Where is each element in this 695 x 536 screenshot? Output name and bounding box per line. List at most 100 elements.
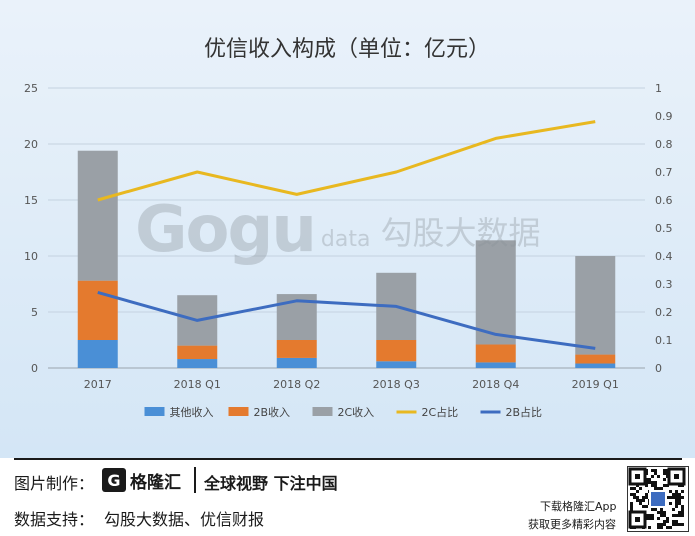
y2-tick-label: 0.9 xyxy=(655,110,673,123)
qr-module xyxy=(636,490,639,493)
y2-tick-label: 0.4 xyxy=(655,250,673,263)
y-tick-label: 5 xyxy=(31,306,38,319)
app-download-text: 下载格隆汇App xyxy=(540,500,617,513)
brand-logo-icon: G xyxy=(102,468,126,492)
x-tick-label: 2019 Q1 xyxy=(572,378,619,391)
qr-module xyxy=(672,523,675,526)
x-tick-label: 2018 Q4 xyxy=(472,378,519,391)
source-value: 勾股大数据、优信财报 xyxy=(104,510,265,529)
qr-module xyxy=(645,505,648,508)
qr-module xyxy=(660,511,663,514)
qr-module xyxy=(678,523,681,526)
qr-module xyxy=(630,493,633,496)
qr-finder-core xyxy=(635,517,640,522)
x-tick-label: 2018 Q3 xyxy=(373,378,420,391)
qr-code[interactable] xyxy=(627,466,689,532)
chart-panel: 优信收入构成（单位：亿元） 0 5 10 15 20 25 0 0.1 0.2 0.3 0.4 0.5… xyxy=(0,0,695,458)
bar-segment xyxy=(376,361,417,368)
qr-module xyxy=(672,496,675,499)
series-line xyxy=(97,120,596,202)
qr-module xyxy=(654,484,657,487)
qr-module xyxy=(675,496,678,499)
qr-module xyxy=(672,514,675,517)
qr-module xyxy=(663,484,666,487)
qr-module xyxy=(672,508,675,511)
qr-module xyxy=(663,514,666,517)
bar-segment xyxy=(77,340,118,368)
qr-module xyxy=(654,469,657,472)
brand-name: 格隆汇 xyxy=(130,472,181,493)
legend-swatch xyxy=(312,407,333,416)
legend-label: 2C占比 xyxy=(422,405,459,419)
qr-module xyxy=(663,511,666,514)
qr-module xyxy=(675,493,678,496)
legend-label: 2B收入 xyxy=(254,405,291,419)
qr-module xyxy=(630,508,633,511)
app-more-text: 获取更多精彩内容 xyxy=(528,518,616,531)
qr-module xyxy=(660,514,663,517)
qr-module xyxy=(651,469,654,472)
qr-module xyxy=(666,526,669,529)
bar-segment xyxy=(475,240,516,345)
bar-segment xyxy=(177,359,218,368)
bar-segment xyxy=(575,354,616,364)
qr-module xyxy=(663,469,666,472)
qr-module xyxy=(648,517,651,520)
bar-segment xyxy=(575,256,616,355)
qr-module xyxy=(651,484,654,487)
qr-module xyxy=(678,496,681,499)
qr-module xyxy=(678,493,681,496)
y2-tick-label: 0.2 xyxy=(655,306,673,319)
line-layer xyxy=(97,120,596,350)
legend: 其他收入 2B收入 2C收入 2C占比 2B占比 xyxy=(144,405,542,419)
qr-module xyxy=(657,475,660,478)
qr-module xyxy=(678,511,681,514)
grid-lines xyxy=(48,87,645,369)
qr-module xyxy=(672,493,675,496)
x-tick-label: 2018 Q2 xyxy=(273,378,320,391)
qr-module xyxy=(663,523,666,526)
qr-module xyxy=(669,502,672,505)
qr-module xyxy=(663,472,666,475)
qr-module xyxy=(663,520,666,523)
qr-center-logo xyxy=(649,490,667,508)
qr-module xyxy=(681,490,684,493)
y-tick-label: 20 xyxy=(24,138,38,151)
qr-module xyxy=(651,517,654,520)
qr-module xyxy=(630,487,633,490)
qr-module xyxy=(645,496,648,499)
bar-segment xyxy=(276,357,317,368)
y-tick-label: 10 xyxy=(24,250,38,263)
qr-module xyxy=(642,499,645,502)
y2-tick-label: 0 xyxy=(655,362,662,375)
qr-module xyxy=(651,508,654,511)
y2-tick-label: 0.5 xyxy=(655,222,673,235)
qr-module xyxy=(681,514,684,517)
bar-segment xyxy=(575,363,616,368)
qr-module xyxy=(633,496,636,499)
brand-separator xyxy=(194,467,196,493)
footer-divider xyxy=(14,458,682,460)
qr-module xyxy=(642,496,645,499)
qr-module xyxy=(669,526,672,529)
qr-module xyxy=(630,502,633,505)
bar-segment xyxy=(376,340,417,362)
qr-module xyxy=(651,514,654,517)
qr-module xyxy=(666,517,669,520)
axis-labels: 0 5 10 15 20 25 0 0.1 0.2 0.3 0.4 0.5 0.6 0.7 0.8 0.9 1 2… xyxy=(24,82,673,391)
qr-module xyxy=(669,490,672,493)
qr-module xyxy=(669,496,672,499)
qr-module xyxy=(639,487,642,490)
qr-module xyxy=(639,502,642,505)
qr-module xyxy=(657,523,660,526)
y-tick-label: 15 xyxy=(24,194,38,207)
y2-tick-label: 0.8 xyxy=(655,138,673,151)
qr-module xyxy=(678,499,681,502)
qr-module xyxy=(654,487,657,490)
qr-module xyxy=(654,508,657,511)
qr-module xyxy=(648,514,651,517)
credit-label: 图片制作： xyxy=(14,474,95,493)
legend-label: 2C收入 xyxy=(338,405,375,419)
qr-module xyxy=(657,511,660,514)
qr-module xyxy=(666,520,669,523)
